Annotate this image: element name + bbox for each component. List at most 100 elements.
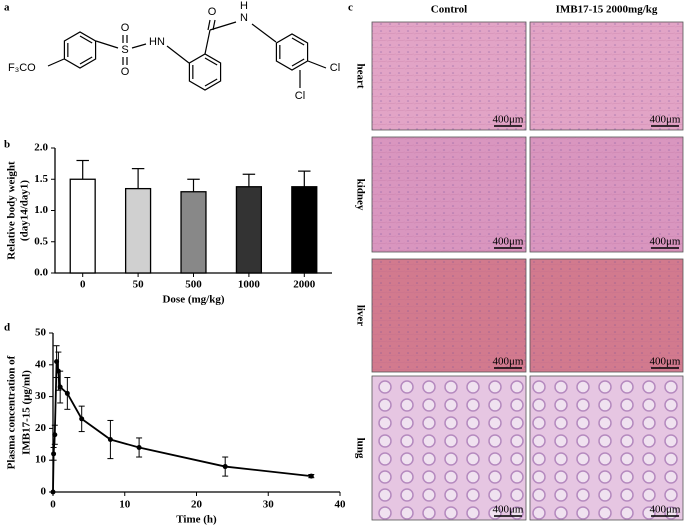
y-tick-label: 1.5 — [34, 173, 48, 185]
atom-label: H — [240, 0, 248, 12]
bond — [204, 29, 211, 55]
panel-label: d — [4, 322, 10, 334]
column-header: IMB17-15 2000mg/kg — [556, 4, 658, 16]
row-label: liver — [354, 305, 366, 326]
x-tick-label: 500 — [185, 279, 202, 291]
axis — [52, 333, 340, 493]
bond — [166, 45, 190, 64]
data-point — [64, 390, 70, 396]
data-point — [57, 384, 63, 390]
double-bond — [79, 35, 93, 44]
x-tick-label: 1000 — [238, 279, 261, 291]
y-axis-label: Relative body weight — [6, 161, 18, 260]
y-tick-label: 0.5 — [34, 235, 48, 247]
scale-bar-label: 400μm — [650, 504, 681, 516]
data-line — [52, 361, 312, 493]
x-tick-label: 50 — [133, 279, 145, 291]
panel-label: b — [4, 139, 10, 151]
tissue-texture — [530, 259, 683, 372]
data-point — [50, 489, 56, 495]
row-label: kidney — [354, 179, 366, 211]
y-axis-label: IMB17-15 (μg/ml) — [21, 370, 33, 455]
data-point — [136, 444, 142, 450]
y-tick-label: 50 — [35, 327, 47, 339]
atom-label: O — [208, 6, 217, 18]
atom-label: S — [121, 44, 128, 56]
panel-label: a — [4, 2, 10, 14]
x-tick-label: 0 — [80, 279, 86, 291]
atom-label: O — [121, 66, 130, 78]
scale-bar-label: 400μm — [493, 356, 524, 368]
y-tick-label: 40 — [35, 358, 47, 370]
bond — [251, 23, 277, 43]
y-tick-label: 10 — [35, 454, 47, 466]
bond — [209, 21, 237, 31]
atom-label: F₃CO — [8, 62, 36, 74]
tissue-texture — [372, 137, 526, 252]
ring — [63, 31, 97, 69]
atom-label: Cl — [295, 90, 305, 102]
ring — [188, 53, 222, 91]
scale-bar-label: 400μm — [493, 236, 524, 248]
bond — [207, 19, 211, 31]
data-point — [222, 464, 228, 470]
bond — [131, 43, 147, 49]
double-bond — [291, 58, 305, 67]
double-bond — [79, 56, 93, 65]
x-axis-label: Dose (mg/kg) — [162, 294, 224, 306]
bond — [212, 19, 216, 31]
bond — [47, 58, 65, 67]
tissue-texture — [530, 137, 683, 252]
double-bond — [204, 78, 218, 87]
bond — [95, 40, 119, 49]
bar — [180, 191, 207, 274]
row-label: heart — [354, 63, 366, 88]
x-tick-label: 40 — [335, 499, 347, 511]
y-tick-label: 30 — [35, 390, 47, 402]
x-tick-label: 30 — [263, 499, 275, 511]
bar — [291, 186, 318, 274]
atom-label: O — [121, 22, 130, 34]
x-axis-label: Time (h) — [176, 514, 217, 526]
bar — [124, 187, 152, 274]
ring — [275, 33, 309, 71]
bar — [69, 178, 96, 274]
scale-bar-label: 400μm — [650, 356, 681, 368]
data-point — [79, 416, 85, 422]
scale-bar-label: 400μm — [493, 504, 524, 516]
tissue-texture — [372, 259, 526, 372]
bond — [307, 60, 327, 69]
atom-label: N — [240, 12, 248, 24]
data-point — [52, 432, 58, 438]
x-tick-label: 10 — [119, 499, 131, 511]
y-tick-label: 0 — [41, 486, 47, 498]
x-tick-label: 20 — [191, 499, 203, 511]
scale-bar-label: 400μm — [650, 236, 681, 248]
y-tick-label: 0.0 — [34, 267, 48, 279]
y-axis-label: (day14/day1) — [19, 180, 31, 241]
column-header: Control — [431, 4, 467, 16]
atom-label: HN — [149, 36, 165, 48]
tissue-texture — [372, 376, 526, 520]
tissue-texture — [530, 376, 683, 520]
data-point — [54, 359, 60, 365]
double-bond — [291, 37, 305, 46]
tissue-texture — [372, 22, 526, 130]
scale-bar-label: 400μm — [493, 114, 524, 126]
panel-label: c — [348, 2, 353, 14]
y-axis-label: Plasma concentration of — [6, 355, 18, 469]
tissue-texture — [530, 22, 683, 130]
y-tick-label: 2.0 — [34, 142, 48, 154]
x-tick-label: 2000 — [293, 279, 316, 291]
data-point — [107, 437, 113, 443]
data-point — [308, 473, 314, 479]
bar — [235, 186, 263, 274]
double-bond — [204, 57, 218, 66]
row-label: lung — [354, 438, 366, 459]
y-tick-label: 1.0 — [34, 204, 48, 216]
data-point — [51, 451, 57, 457]
atom-label: Cl — [330, 62, 340, 74]
x-tick-label: 0 — [50, 499, 56, 511]
y-tick-label: 20 — [35, 422, 47, 434]
